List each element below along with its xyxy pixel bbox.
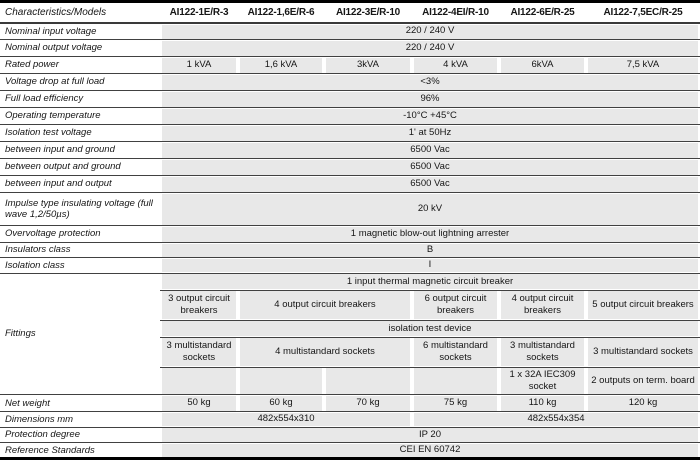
row-label: Voltage drop at full load	[0, 73, 160, 91]
value-cell	[324, 366, 412, 395]
row-protection-degree: Protection degree IP 20	[0, 426, 700, 443]
value-cell: 4 kVA	[412, 56, 499, 74]
value-cell: 120 kg	[586, 394, 700, 412]
value-cell: 110 kg	[499, 394, 586, 412]
value-cell: -10°C +45°C	[160, 107, 700, 125]
value-cell: 20 kV	[160, 192, 700, 226]
model-header: AI122-4EI/R-10	[412, 1, 499, 24]
value-cell: 7,5 kVA	[586, 56, 700, 74]
row-fittings-isolation-test-device: isolation test device	[0, 319, 700, 338]
row-label: Isolation test voltage	[0, 124, 160, 142]
value-cell: 220 / 240 V	[160, 39, 700, 57]
characteristics-header: Characteristics/Models	[0, 1, 160, 24]
value-cell: isolation test device	[160, 319, 700, 338]
row-label: between output and ground	[0, 158, 160, 176]
value-cell: 482x554x310	[160, 411, 412, 428]
row-nominal-input-voltage: Nominal input voltage 220 / 240 V	[0, 22, 700, 40]
row-fittings-extra-outputs: 1 x 32A IEC309 socket 2 outputs on term.…	[0, 366, 700, 395]
row-voltage-drop: Voltage drop at full load <3%	[0, 73, 700, 91]
row-label: Reference Standards	[0, 442, 160, 459]
value-cell: 5 output circuit breakers	[586, 289, 700, 321]
model-header: AI122-3E/R-10	[324, 1, 412, 24]
row-overvoltage-protection: Overvoltage protection 1 magnetic blow-o…	[0, 225, 700, 243]
row-fittings-input-breaker: Fittings 1 input thermal magnetic circui…	[0, 272, 700, 395]
value-cell: 6500 Vac	[160, 141, 700, 159]
value-cell: IP 20	[160, 426, 700, 443]
row-rated-power: Rated power 1 kVA 1,6 kVA 3kVA 4 kVA 6kV…	[0, 56, 700, 74]
row-nominal-output-voltage: Nominal output voltage 220 / 240 V	[0, 39, 700, 57]
model-header: AI122-6E/R-25	[499, 1, 586, 24]
row-operating-temperature: Operating temperature -10°C +45°C	[0, 107, 700, 125]
row-label: Impulse type insulating voltage (full wa…	[0, 192, 160, 226]
row-label: between input and ground	[0, 141, 160, 159]
value-cell: 1 kVA	[160, 56, 238, 74]
row-isolation-test-voltage: Isolation test voltage 1' at 50Hz	[0, 124, 700, 142]
value-cell: 4 output circuit breakers	[238, 289, 412, 321]
row-label: Dimensions mm	[0, 411, 160, 428]
value-cell	[160, 366, 238, 395]
value-cell: I	[160, 257, 700, 274]
fittings-label: Fittings	[0, 272, 160, 395]
value-cell: 6 output circuit breakers	[412, 289, 499, 321]
value-cell: 60 kg	[238, 394, 324, 412]
value-cell: 50 kg	[160, 394, 238, 412]
model-header: AI122-1E/R-3	[160, 1, 238, 24]
row-fittings-sockets: 3 multistandard sockets 4 multistandard …	[0, 336, 700, 368]
model-header: AI122-1,6E/R-6	[238, 1, 324, 24]
row-between-input-output: between input and output 6500 Vac	[0, 175, 700, 193]
row-label: Nominal output voltage	[0, 39, 160, 57]
row-label: Isolation class	[0, 257, 160, 274]
row-full-load-efficiency: Full load efficiency 96%	[0, 90, 700, 108]
value-cell: 1,6 kVA	[238, 56, 324, 74]
value-cell: 6kVA	[499, 56, 586, 74]
row-label: Overvoltage protection	[0, 225, 160, 243]
value-cell: 6 multistandard sockets	[412, 336, 499, 368]
value-cell	[238, 366, 324, 395]
row-impulse-voltage: Impulse type insulating voltage (full wa…	[0, 192, 700, 226]
header-row: Characteristics/Models AI122-1E/R-3 AI12…	[0, 1, 700, 24]
value-cell: 4 output circuit breakers	[499, 289, 586, 321]
value-cell: B	[160, 241, 700, 258]
row-label: Insulators class	[0, 241, 160, 258]
row-dimensions: Dimensions mm 482x554x310 482x554x354	[0, 411, 700, 428]
row-label: Rated power	[0, 56, 160, 74]
value-cell: 6500 Vac	[160, 158, 700, 176]
value-cell: 1 magnetic blow-out lightning arrester	[160, 225, 700, 243]
row-label: Full load efficiency	[0, 90, 160, 108]
value-cell	[412, 366, 499, 395]
value-cell: 1' at 50Hz	[160, 124, 700, 142]
row-between-input-ground: between input and ground 6500 Vac	[0, 141, 700, 159]
value-cell: 2 outputs on term. board	[586, 366, 700, 395]
value-cell: 220 / 240 V	[160, 23, 700, 40]
value-cell: 75 kg	[412, 394, 499, 412]
value-cell: 6500 Vac	[160, 175, 700, 193]
value-cell: 3 multistandard sockets	[160, 336, 238, 368]
row-isolation-class: Isolation class I	[0, 257, 700, 274]
value-cell: 1 input thermal magnetic circuit breaker	[160, 272, 700, 291]
row-net-weight: Net weight 50 kg 60 kg 70 kg 75 kg 110 k…	[0, 394, 700, 412]
row-label: Nominal input voltage	[0, 22, 160, 40]
value-cell: 3kVA	[324, 56, 412, 74]
row-label: Net weight	[0, 394, 160, 412]
value-cell: CEI EN 60742	[160, 442, 700, 459]
row-insulators-class: Insulators class B	[0, 241, 700, 258]
row-reference-standards: Reference Standards CEI EN 60742	[0, 442, 700, 459]
value-cell: 1 x 32A IEC309 socket	[499, 366, 586, 395]
value-cell: 4 multistandard sockets	[238, 336, 412, 368]
row-between-output-ground: between output and ground 6500 Vac	[0, 158, 700, 176]
row-label: Operating temperature	[0, 107, 160, 125]
value-cell: <3%	[160, 73, 700, 91]
row-label: between input and output	[0, 175, 160, 193]
value-cell: 3 multistandard sockets	[586, 336, 700, 368]
value-cell: 3 multistandard sockets	[499, 336, 586, 368]
value-cell: 482x554x354	[412, 411, 700, 428]
value-cell: 96%	[160, 90, 700, 108]
value-cell: 70 kg	[324, 394, 412, 412]
row-label: Protection degree	[0, 426, 160, 443]
value-cell: 3 output circuit breakers	[160, 289, 238, 321]
model-header: AI122-7,5EC/R-25	[586, 1, 700, 24]
row-fittings-output-breakers: 3 output circuit breakers 4 output circu…	[0, 289, 700, 321]
